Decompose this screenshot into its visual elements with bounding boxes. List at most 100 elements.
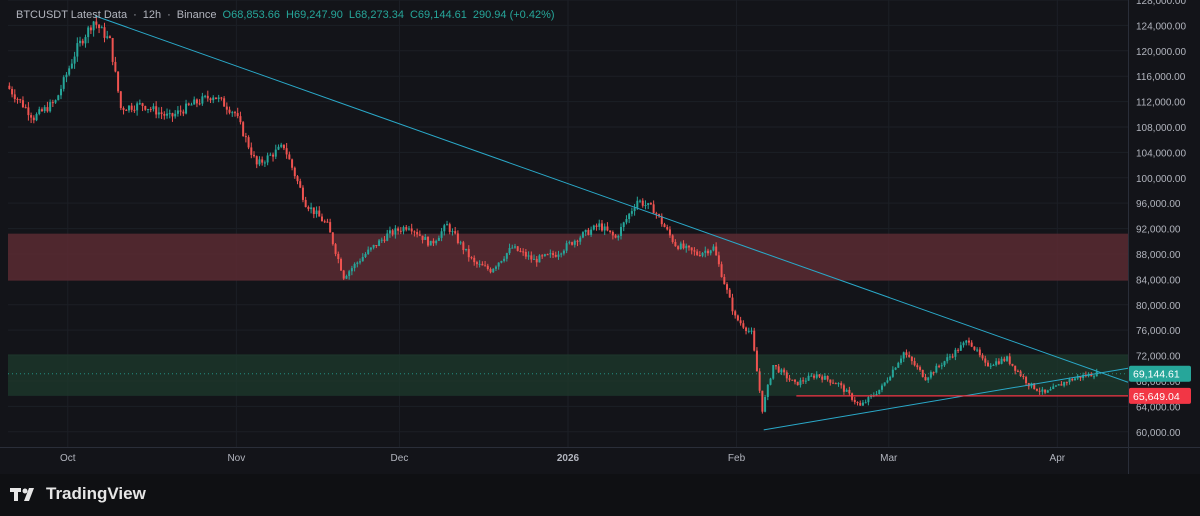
candle-body	[497, 262, 500, 267]
candle-body	[764, 397, 767, 412]
candle-body	[984, 358, 987, 363]
candle-body	[448, 224, 451, 232]
candle-body	[696, 251, 699, 256]
candle-body	[98, 24, 101, 29]
candle-body	[829, 379, 832, 383]
candle-body	[152, 106, 155, 110]
y-tick-label: 72,000.00	[1136, 352, 1181, 363]
candle-body	[750, 330, 753, 332]
candle-body	[220, 97, 223, 99]
candle-body	[562, 250, 565, 254]
candle-body	[587, 229, 590, 235]
candle-body	[380, 239, 383, 241]
candle-body	[753, 330, 756, 351]
candle-body	[236, 113, 239, 117]
candle-body	[859, 402, 862, 406]
candle-body	[1035, 389, 1038, 391]
candle-body	[27, 107, 30, 116]
close-value: C69,144.61	[409, 9, 467, 21]
candle-body	[418, 234, 421, 236]
candle-body	[900, 358, 903, 363]
candle-body	[813, 375, 816, 378]
candle-body	[195, 99, 198, 104]
candle-body	[503, 258, 506, 261]
candle-body	[785, 372, 788, 379]
candle-body	[79, 40, 82, 44]
candle-body	[916, 365, 919, 368]
candle-body	[1046, 390, 1049, 393]
candle-body	[454, 231, 457, 234]
candle-body	[361, 257, 364, 262]
candles	[8, 15, 1098, 414]
candle-body	[481, 263, 484, 266]
symbol-name[interactable]: BTCUSDT Latest Data	[16, 9, 128, 21]
price-axis[interactable]: 60,000.00 64,000.00 68,000.00 72,000.00 76,0…	[1136, 0, 1186, 439]
candle-body	[946, 357, 949, 362]
candle-body	[701, 252, 704, 256]
candle-body	[258, 159, 261, 165]
candle-body	[543, 254, 546, 256]
candle-body	[698, 255, 701, 257]
candle-body	[410, 228, 413, 232]
open-value: O68,853.66	[222, 9, 281, 21]
candle-body	[965, 340, 968, 343]
candle-body	[84, 37, 87, 44]
candle-body	[552, 253, 555, 255]
y-tick-label: 96,000.00	[1136, 199, 1181, 210]
candle-body	[291, 159, 294, 168]
candle-body	[1044, 389, 1047, 393]
candle-body	[293, 167, 296, 177]
candle-body	[372, 245, 375, 248]
candle-body	[826, 375, 829, 380]
candle-body	[878, 389, 881, 395]
candle-body	[981, 355, 984, 359]
candle-body	[875, 394, 878, 396]
candle-body	[68, 68, 71, 75]
candle-body	[549, 253, 552, 255]
candle-body	[617, 235, 620, 238]
candle-body	[462, 242, 465, 251]
candle-body	[755, 350, 758, 372]
candle-body	[391, 230, 394, 235]
price-chart[interactable]: 60,000.00 64,000.00 68,000.00 72,000.00 76,0…	[0, 0, 1200, 474]
candle-body	[951, 356, 954, 358]
candle-body	[823, 375, 826, 380]
time-axis[interactable]: Oct Nov Dec 2026 Feb Mar Apr	[60, 453, 1066, 464]
y-tick-label: 112,000.00	[1136, 98, 1186, 109]
zones	[8, 233, 1128, 396]
footer-bar: TradingView	[0, 474, 1200, 516]
candle-body	[168, 113, 171, 115]
candle-body	[883, 382, 886, 386]
candle-body	[193, 99, 196, 105]
candle-body	[734, 311, 737, 316]
candle-body	[340, 259, 343, 271]
candle-body	[353, 263, 356, 269]
candle-body	[171, 113, 174, 117]
candle-body	[527, 255, 530, 257]
candle-body	[494, 266, 497, 269]
interval-label[interactable]: 12h	[142, 9, 162, 21]
price-label-text: 69,144.61	[1133, 369, 1180, 381]
candle-body	[747, 330, 750, 332]
candle-body	[997, 361, 1000, 364]
candle-body	[766, 384, 769, 398]
candle-body	[1065, 382, 1068, 384]
y-tick-label: 92,000.00	[1136, 225, 1181, 236]
candle-body	[424, 237, 427, 240]
candle-body	[32, 117, 35, 121]
candle-body	[620, 227, 623, 236]
price-label-text: 65,649.04	[1133, 391, 1180, 403]
candle-body	[166, 113, 169, 116]
candle-body	[1014, 365, 1017, 371]
candle-body	[943, 361, 946, 366]
tradingview-logo[interactable]: TradingView	[10, 484, 146, 504]
candle-body	[500, 260, 503, 263]
candle-body	[987, 362, 989, 367]
candle-body	[780, 369, 783, 373]
candle-body	[590, 229, 593, 235]
candle-body	[492, 268, 495, 273]
candle-body	[16, 99, 19, 101]
uptrend-line	[763, 367, 1129, 431]
candle-body	[133, 109, 136, 111]
candle-body	[1041, 389, 1044, 392]
